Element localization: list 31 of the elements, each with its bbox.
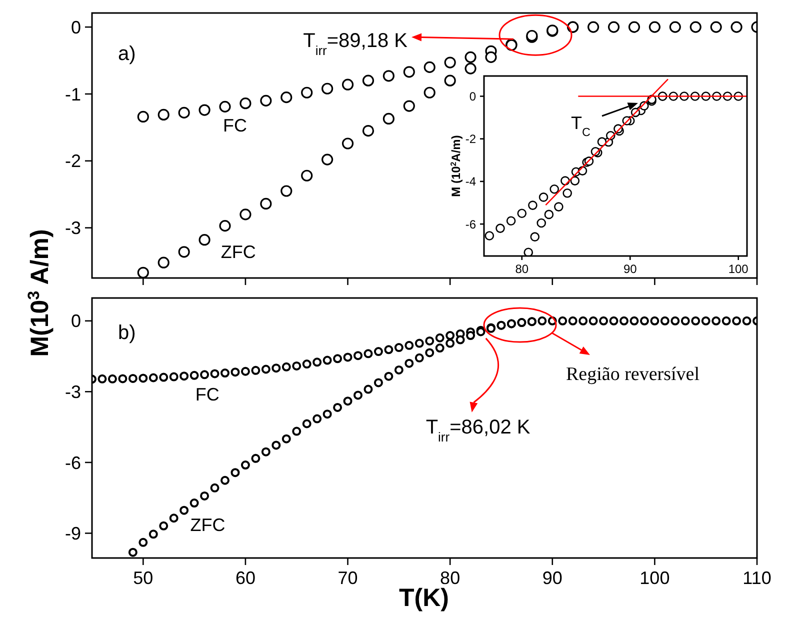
x-tick-label: 100 [640,568,670,588]
y-tick-label: -2 [64,151,81,172]
x-tick-label: 60 [235,568,256,588]
y-tick-label: -6 [64,452,81,473]
annotation: Região reversível [566,364,700,385]
series-label: ZFC [190,515,226,536]
annotation: T$_{irr}$=89,18 K [303,30,408,58]
x-tick-label: 70 [338,568,358,588]
series-label: FC [222,116,247,136]
y-tick-label: -4 [465,174,476,189]
y-tick-label: 0 [70,311,81,332]
x-tick-label: 90 [623,262,638,276]
y-tick-label: 0 [70,17,81,38]
x-tick-label: 80 [515,262,529,276]
y-tick-label: -3 [64,382,81,402]
y-tick-label: -6 [465,217,476,232]
x-tick-label: 100 [728,262,749,276]
annotation: a) [118,43,136,65]
x-tick-label: 90 [542,568,562,588]
annotation: T$_{irr}$=86,02 K [426,416,531,444]
x-tick-label: 110 [742,568,772,588]
y-tick-label: -9 [64,524,81,544]
series-label: ZFC [220,242,256,262]
y-tick-label: -2 [465,132,476,146]
y-tick-label: -1 [64,84,81,104]
y-tick-label: 0 [469,89,476,104]
x-tick-label: 50 [133,568,154,588]
series-label: FC [195,384,220,404]
annotation: T$_{C}$ [571,113,590,138]
annotation: b) [118,322,136,344]
y-tick-label: -3 [64,218,81,238]
